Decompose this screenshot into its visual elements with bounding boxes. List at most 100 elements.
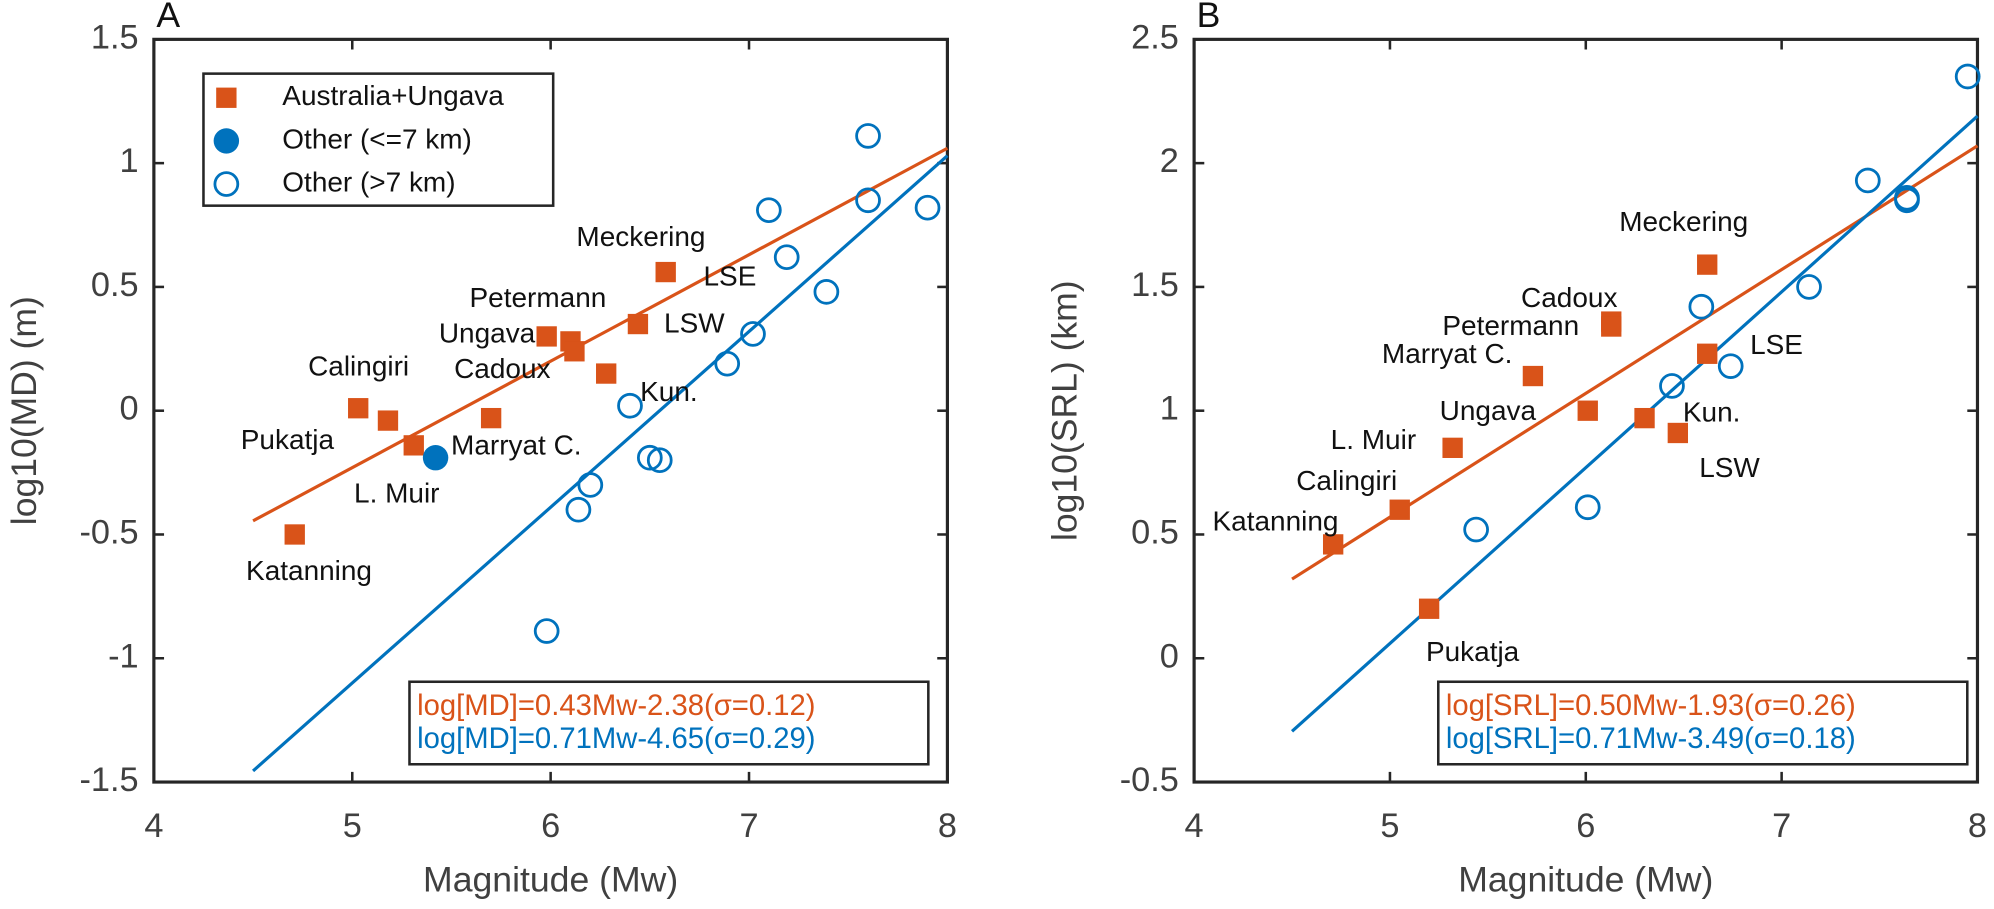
y-axis-label: log10(SRL) (km) (1044, 280, 1084, 541)
data-point (1574, 494, 1601, 521)
x-tick-label: 7 (1772, 807, 1791, 845)
data-point (1697, 254, 1718, 275)
legend-marker (213, 171, 240, 197)
point-annotation: Ungava (439, 318, 536, 349)
point-annotation: Katanning (246, 555, 372, 586)
data-point (627, 313, 649, 335)
data-point (565, 496, 592, 523)
data-point (533, 618, 560, 644)
data-point (536, 326, 557, 347)
data-point (617, 392, 643, 419)
data-point (284, 524, 305, 545)
point-annotation: Calingiri (1296, 465, 1397, 496)
data-point (348, 398, 369, 419)
point-annotation: Katanning (1213, 505, 1339, 536)
x-tick-label: 7 (739, 807, 758, 845)
x-tick-label: 6 (1576, 807, 1595, 845)
point-annotation: Marryat C. (451, 429, 581, 460)
data-point (714, 350, 741, 377)
equation-box (408, 680, 930, 766)
data-point (636, 444, 663, 471)
data-point (1418, 598, 1440, 619)
x-axis-label: Magnitude (Mw) (423, 860, 678, 900)
fit-line (252, 154, 949, 773)
point-annotation: L. Muir (354, 478, 439, 509)
data-point (1463, 516, 1489, 543)
y-axis-label: log10(MD) (m) (4, 296, 44, 525)
data-point (1954, 63, 1981, 90)
data-point (740, 321, 766, 347)
data-point (813, 279, 840, 305)
data-point (1322, 534, 1344, 555)
x-axis-label: Magnitude (Mw) (1458, 860, 1713, 900)
data-point (1659, 373, 1685, 399)
x-tick-label: 4 (144, 807, 163, 845)
point-annotation: Cadoux (1521, 282, 1617, 313)
point-annotation: Ungava (1440, 395, 1537, 426)
y-tick-label: 0 (120, 390, 139, 428)
x-tick-label: 4 (1185, 807, 1204, 845)
data-point (577, 472, 604, 498)
y-tick-label: 1.5 (91, 18, 139, 56)
y-tick-label: 0.5 (91, 266, 139, 304)
data-point (756, 197, 782, 223)
data-point (1634, 407, 1655, 429)
equation-box (1437, 680, 1969, 766)
data-point (855, 123, 881, 149)
point-annotation: LSW (664, 307, 725, 338)
point-annotation: Petermann (1442, 310, 1579, 341)
point-annotation: Calingiri (308, 351, 409, 382)
point-annotation: Petermann (470, 282, 607, 313)
fit-line (252, 146, 949, 523)
point-annotation: Meckering (1619, 206, 1748, 237)
fit-equation: log[SRL]=0.71Mw-3.49(σ=0.18) (1446, 723, 1856, 755)
data-point (1697, 343, 1718, 364)
y-tick-label: 1 (1160, 390, 1179, 428)
x-tick-label: 5 (1380, 807, 1399, 845)
point-annotation: Pukatja (1426, 636, 1520, 667)
y-tick-label: -1.5 (79, 761, 138, 799)
data-point (422, 445, 449, 471)
y-tick-label: -0.5 (1120, 761, 1179, 799)
data-point (1894, 184, 1920, 211)
point-annotation: L. Muir (1331, 424, 1416, 455)
data-point (1389, 499, 1410, 520)
point-annotation: Kun. (1683, 396, 1741, 427)
data-point (596, 363, 617, 384)
data-point (1854, 167, 1881, 194)
point-annotation: LSE (704, 260, 757, 291)
data-point (1442, 437, 1463, 458)
point-annotation: Pukatja (241, 424, 335, 455)
data-point (480, 407, 502, 429)
legend-label: Australia+Ungava (282, 80, 504, 111)
data-point (855, 187, 881, 214)
y-tick-label: -0.5 (79, 514, 138, 552)
fit-equation: log[MD]=0.71Mw-4.65(σ=0.29) (417, 723, 815, 755)
point-annotation: Meckering (576, 221, 705, 252)
data-point (1577, 400, 1598, 421)
panel-label: A (156, 0, 180, 35)
y-tick-label: -1 (108, 637, 139, 675)
data-point (1522, 365, 1544, 387)
legend-label: Other (<=7 km) (282, 123, 472, 154)
legend-marker (216, 87, 237, 108)
data-point (655, 261, 676, 283)
legend-label: Other (>7 km) (282, 166, 455, 197)
point-annotation: LSW (1699, 452, 1760, 483)
y-tick-label: 1.5 (1131, 266, 1179, 304)
x-tick-label: 5 (343, 807, 362, 845)
y-tick-label: 2 (1160, 142, 1179, 180)
point-annotation: Kun. (640, 376, 698, 407)
y-tick-label: 1 (120, 142, 139, 180)
data-point (1717, 353, 1744, 379)
data-point (564, 341, 585, 362)
x-tick-label: 6 (541, 807, 560, 845)
data-point (1796, 274, 1822, 300)
panel-label: B (1197, 0, 1221, 35)
data-point (773, 244, 800, 271)
legend-marker (213, 128, 240, 154)
data-point (1667, 422, 1689, 444)
point-annotation: LSE (1750, 329, 1803, 360)
fit-equation: log[MD]=0.43Mw-2.38(σ=0.12) (417, 690, 815, 722)
